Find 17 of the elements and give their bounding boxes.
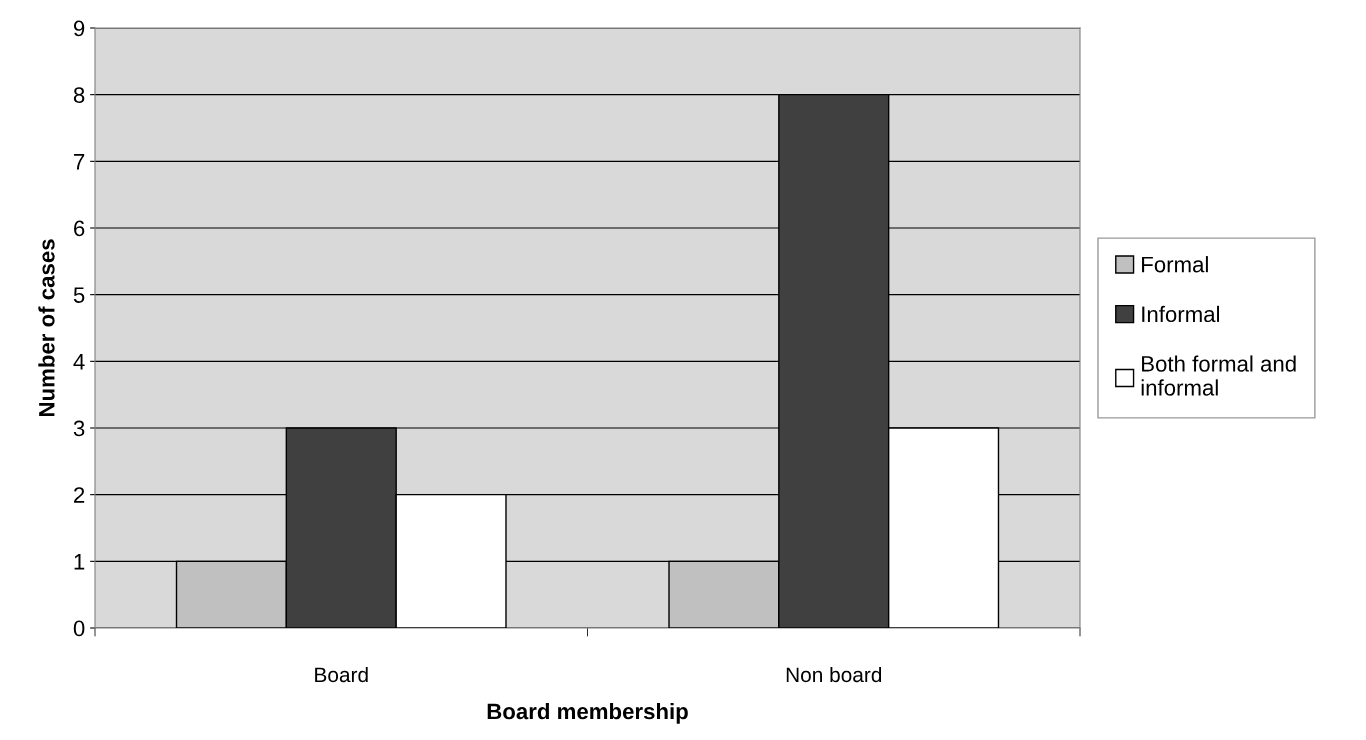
y-tick-label: 9 (73, 20, 85, 37)
y-tick-label: 7 (74, 154, 85, 170)
x-tick-label: Non board (786, 666, 882, 683)
y-tick-label: 5 (73, 287, 85, 303)
y-tick-label: 8 (73, 87, 85, 103)
y-tick-label: 6 (74, 220, 85, 237)
y-tick-label: 0 (73, 620, 85, 637)
y-tick-label: 2 (74, 487, 85, 503)
legend-label: Formal (1142, 256, 1208, 273)
legend-label: Informal (1142, 305, 1220, 323)
y-tick-label: 1 (74, 554, 85, 570)
y-axis-title: Number of cases (38, 239, 55, 417)
legend-label: Both formal and informal (1141, 355, 1296, 396)
x-axis-title: Board membership (487, 702, 688, 724)
y-tick-label: 3 (73, 420, 85, 437)
y-tick-label: 4 (73, 354, 85, 370)
x-tick-label: Board (315, 666, 368, 683)
